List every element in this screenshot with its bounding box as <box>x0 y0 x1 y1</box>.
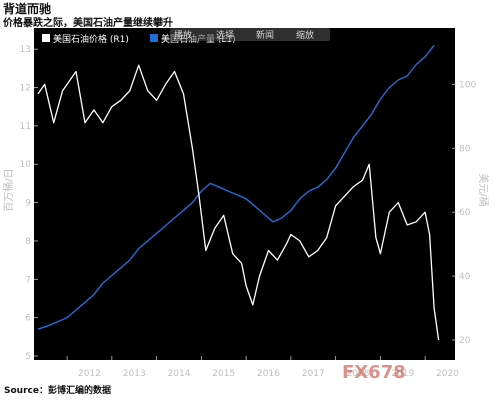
series-line-price <box>37 64 440 341</box>
x-tick-label: 2019 <box>391 369 414 379</box>
x-tick-label: 2014 <box>168 369 191 379</box>
right-axis-label: 美元/桶 <box>477 173 490 206</box>
left-tick-label: 6 <box>25 314 31 324</box>
legend-swatch-price <box>42 34 50 42</box>
left-tick-label: 10 <box>20 160 32 170</box>
x-tick-label: 2018 <box>347 369 370 379</box>
right-tick-label: 80 <box>459 144 471 154</box>
right-tick-label: 40 <box>459 272 471 282</box>
x-tick-label: 2016 <box>257 369 280 379</box>
left-tick-label: 9 <box>25 199 31 209</box>
right-tick-label: 100 <box>459 80 476 90</box>
toolbar-item[interactable]: 播放 <box>174 29 192 41</box>
x-tick-label: 2020 <box>436 369 459 379</box>
chart-subtitle: 价格暴跌之际，美国石油产量继续攀升 <box>3 18 173 29</box>
chart-toolbar: 播放 选择 新闻 缩放 <box>170 28 330 41</box>
left-tick-label: 8 <box>25 237 31 247</box>
series-line-production <box>37 44 435 330</box>
right-tick-label: 60 <box>459 208 471 218</box>
toolbar-background <box>170 28 330 41</box>
watermark-logo: FX678 <box>342 362 406 383</box>
left-tick-label: 7 <box>25 275 31 285</box>
toolbar-item[interactable]: 缩放 <box>296 29 314 41</box>
plot-background <box>34 28 455 360</box>
left-tick-label: 11 <box>20 122 31 132</box>
toolbar-item[interactable]: 新闻 <box>256 29 274 41</box>
toolbar-item[interactable]: 选择 <box>216 29 234 41</box>
left-axis-label: 百万桶/日 <box>2 168 15 211</box>
legend-swatch-production <box>150 34 158 42</box>
x-tick-label: 2017 <box>302 369 325 379</box>
x-tick-label: 2012 <box>78 369 101 379</box>
right-tick-label: 20 <box>459 336 471 346</box>
chart-title: 背道而驰 <box>3 2 52 16</box>
left-tick-label: 12 <box>20 84 31 94</box>
legend-label-price: 美国石油价格 (R1) <box>53 33 129 45</box>
x-tick-label: 2013 <box>123 369 146 379</box>
source-note: Source：彭博汇编的数据 <box>4 386 111 396</box>
left-tick-label: 5 <box>25 352 31 362</box>
x-tick-label: 2015 <box>212 369 235 379</box>
left-tick-label: 13 <box>20 45 31 55</box>
